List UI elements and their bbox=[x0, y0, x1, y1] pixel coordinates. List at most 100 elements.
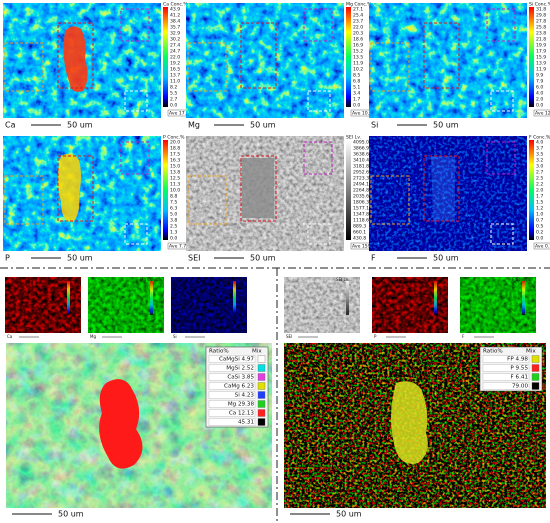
colorbar bbox=[163, 140, 168, 240]
colorbar-label: 22.0 bbox=[170, 55, 180, 61]
scale-label: 50 um bbox=[250, 254, 276, 263]
legend-swatch bbox=[531, 364, 540, 372]
colorbar-label: 25.4 bbox=[353, 13, 363, 19]
colorbar-title: F Conc.% bbox=[529, 135, 550, 141]
region-box bbox=[490, 90, 514, 112]
colorbar-label: 25.8 bbox=[536, 25, 546, 31]
colorbar-title: P Conc.% bbox=[163, 135, 185, 141]
legend-field bbox=[208, 391, 256, 399]
colorbar-label: 27.1 bbox=[353, 7, 363, 13]
colorbar-label: 27.4 bbox=[170, 43, 180, 49]
colorbar-label: 6.0 bbox=[536, 85, 543, 91]
colorbar-label: 1.0 bbox=[536, 212, 543, 218]
colorbar-label: 20.0 bbox=[170, 140, 180, 146]
legend-field bbox=[208, 355, 256, 363]
colorbar-label: 0.0 bbox=[170, 236, 177, 242]
colorbar-label: 3.0 bbox=[536, 164, 543, 170]
element-label: SEI bbox=[188, 254, 201, 263]
legend-mode: Mix bbox=[252, 349, 262, 355]
colorbar bbox=[163, 7, 168, 107]
colorbar-label: 30.2 bbox=[170, 37, 180, 43]
colorbar-label: 2.0 bbox=[536, 188, 543, 194]
colorbar-label: 1.2 bbox=[536, 206, 543, 212]
mini-element-label: Si bbox=[173, 334, 177, 339]
region-box bbox=[57, 22, 94, 89]
region-box bbox=[187, 175, 227, 225]
colorbar-label: 38.4 bbox=[170, 19, 180, 25]
mini-element-label: SEI bbox=[286, 334, 292, 339]
scale-label: 50 um bbox=[67, 254, 93, 263]
colorbar-label: 1347.8 bbox=[353, 212, 369, 218]
f-grain bbox=[431, 156, 455, 221]
colorbar-label: 5.0 bbox=[170, 212, 177, 218]
legend-entry: MgSi 2.52 bbox=[226, 366, 254, 372]
legend-field bbox=[482, 364, 530, 372]
colorbar-label: 8.8 bbox=[170, 194, 177, 200]
mini-colorbar bbox=[522, 281, 525, 315]
colorbar bbox=[529, 7, 534, 107]
colorbar-label: 2.5 bbox=[536, 176, 543, 182]
legend-swatch bbox=[257, 400, 266, 408]
legend-entry: 45.31 bbox=[238, 420, 254, 426]
ca-grain bbox=[99, 379, 143, 469]
region-box bbox=[4, 175, 44, 225]
colorbar-label: 35.7 bbox=[170, 25, 180, 31]
legend-swatch bbox=[257, 382, 266, 390]
legend-entry: P 9.55 bbox=[510, 366, 528, 372]
average-label: Ave 7.7 bbox=[169, 244, 186, 250]
mini-colorbar-title: P Conc.% bbox=[424, 277, 443, 282]
colorbar-label: 9.9 bbox=[536, 73, 543, 79]
mini-colorbar-title: F Conc.% bbox=[512, 277, 531, 282]
mini-colorbar-title: SEI Lv. bbox=[336, 277, 349, 282]
legend-entry: F 6.41 bbox=[511, 375, 529, 381]
colorbar-title: Ca Conc.% bbox=[163, 2, 188, 8]
colorbar-title: Si Conc.% bbox=[529, 2, 550, 8]
colorbar-label: 15.2 bbox=[353, 49, 363, 55]
scale-label: 50 um bbox=[336, 510, 362, 519]
colorbar-label: 23.8 bbox=[536, 31, 546, 37]
average-label: Ave 12.9 bbox=[535, 111, 550, 117]
region-box bbox=[490, 223, 514, 245]
colorbar-label: 2952.6 bbox=[353, 170, 369, 176]
colorbar-label: 3866.9 bbox=[353, 146, 369, 152]
colorbar-label: 17.5 bbox=[170, 152, 180, 158]
average-label: Ave 17.3 bbox=[169, 111, 189, 117]
colorbar-label: 2035.6 bbox=[353, 194, 369, 200]
colorbar-title: SEI Lv. bbox=[346, 135, 361, 141]
average-label: Ave 0.1 bbox=[535, 244, 550, 250]
legend-field bbox=[208, 400, 256, 408]
map-image bbox=[369, 3, 527, 118]
colorbar-label: 17.9 bbox=[536, 49, 546, 55]
colorbar-label: 1.5 bbox=[536, 200, 543, 206]
colorbar-label: 2.7 bbox=[536, 170, 543, 176]
colorbar-label: 6.3 bbox=[170, 206, 177, 212]
legend-swatch bbox=[257, 418, 266, 426]
element-label: Mg bbox=[188, 121, 200, 130]
colorbar-label: 23.7 bbox=[353, 19, 363, 25]
colorbar-label: 3.8 bbox=[170, 218, 177, 224]
colorbar-label: 18.8 bbox=[170, 146, 180, 152]
colorbar-label: 43.9 bbox=[170, 7, 180, 13]
scale-label: 50 um bbox=[58, 510, 84, 519]
legend-field bbox=[482, 382, 530, 390]
sei-grain bbox=[242, 158, 274, 218]
colorbar-label: 2494.1 bbox=[353, 182, 369, 188]
legend-field bbox=[482, 373, 530, 381]
fp-grain bbox=[391, 381, 428, 464]
map-image bbox=[3, 136, 161, 251]
colorbar-label: 24.7 bbox=[170, 49, 180, 55]
colorbar-label: 32.9 bbox=[170, 31, 180, 37]
colorbar-label: 16.9 bbox=[353, 43, 363, 49]
legend-header: Ratio% bbox=[209, 349, 229, 355]
colorbar-label: 11.9 bbox=[536, 67, 546, 73]
ca-rich-grain bbox=[63, 26, 88, 92]
legend-field bbox=[208, 382, 256, 390]
colorbar-label: 8.2 bbox=[170, 85, 177, 91]
colorbar-label: 3181.8 bbox=[353, 164, 369, 170]
legend-swatch bbox=[257, 409, 266, 417]
colorbar-label: 0.5 bbox=[536, 224, 543, 230]
colorbar-title: Mg Conc.% bbox=[346, 2, 372, 8]
colorbar-label: 11.0 bbox=[170, 79, 180, 85]
region-box bbox=[4, 42, 44, 92]
colorbar-label: 5.5 bbox=[170, 91, 177, 97]
